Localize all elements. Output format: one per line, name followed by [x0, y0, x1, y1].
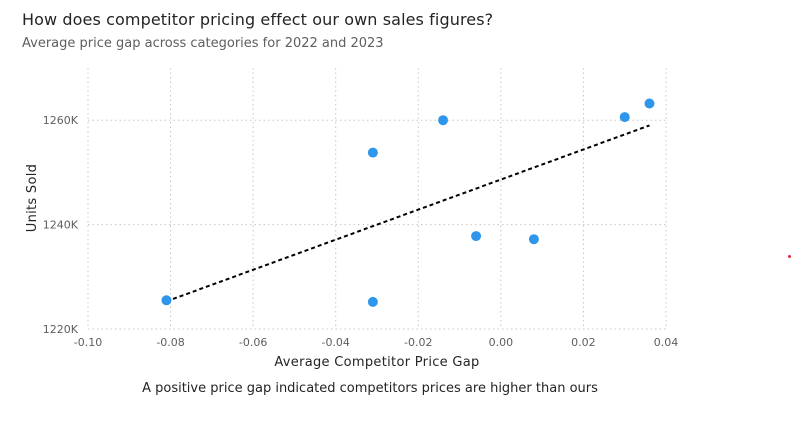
data-point: [367, 296, 378, 307]
data-point: [644, 98, 655, 109]
y-axis-ticks: 1220K 1240K 1260K: [43, 114, 79, 336]
trendline-layer: [166, 124, 650, 303]
x-tick-label: -0.08: [156, 336, 184, 349]
y-tick-label: 1220K: [43, 323, 79, 336]
grid-lines: [87, 68, 667, 330]
y-tick-label: 1260K: [43, 114, 79, 127]
data-point: [619, 112, 630, 123]
x-tick-label: -0.04: [321, 336, 349, 349]
x-tick-label: 0.04: [654, 336, 679, 349]
x-tick-label: 0.02: [571, 336, 596, 349]
x-axis-ticks: -0.10 -0.08 -0.06 -0.04 -0.02 0.00 0.02 0.04: [74, 336, 678, 349]
data-point: [528, 234, 539, 245]
x-tick-label: 0.00: [489, 336, 514, 349]
x-tick-label: -0.02: [404, 336, 432, 349]
data-point: [471, 231, 482, 242]
data-point: [161, 295, 172, 306]
y-tick-label: 1240K: [43, 219, 79, 232]
x-tick-label: -0.06: [239, 336, 267, 349]
trendline: [166, 124, 650, 303]
data-point: [438, 115, 449, 126]
red-dot-marker: [788, 255, 791, 258]
chart-subtitle: Average price gap across categories for …: [22, 36, 384, 51]
x-axis-label: Average Competitor Price Gap: [274, 355, 479, 370]
x-tick-label: -0.10: [74, 336, 102, 349]
y-axis-label: Units Sold: [25, 164, 40, 232]
chart-caption: A positive price gap indicated competito…: [142, 381, 598, 396]
chart-title: How does competitor pricing effect our o…: [22, 10, 494, 29]
data-points: [161, 98, 655, 307]
data-point: [367, 147, 378, 158]
